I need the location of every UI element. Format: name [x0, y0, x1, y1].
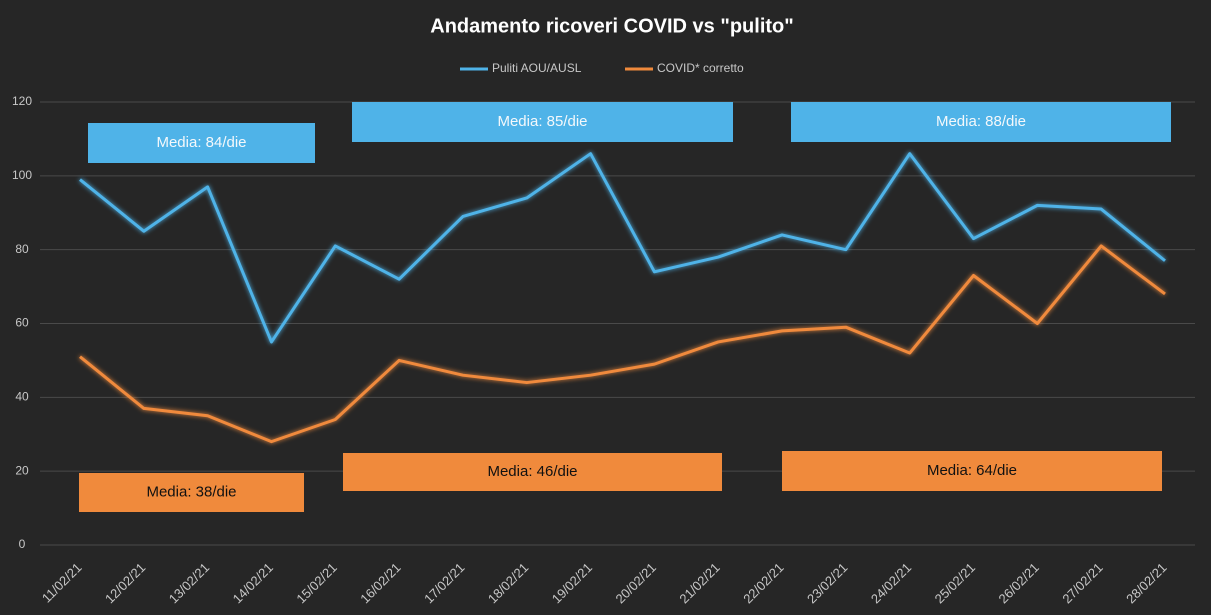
annotation-text: Media: 64/die	[927, 462, 1017, 479]
annotation-text: Media: 88/die	[936, 113, 1026, 130]
annotation-box	[343, 453, 722, 491]
annotation-text: Media: 84/die	[156, 134, 246, 151]
y-tick-label: 0	[19, 537, 26, 551]
series-line	[79, 152, 1166, 344]
chart-title: Andamento ricoveri COVID vs "pulito"	[430, 15, 793, 37]
y-tick-label: 100	[12, 168, 32, 182]
annotation-text: Media: 85/die	[497, 113, 587, 130]
annotation-box	[791, 102, 1171, 142]
annotation-box	[79, 473, 304, 512]
legend-label: COVID* corretto	[657, 61, 744, 75]
annotation-text: Media: 38/die	[146, 483, 236, 500]
series-line	[79, 244, 1166, 444]
y-tick-label: 40	[15, 390, 29, 404]
legend-label: Puliti AOU/AUSL	[492, 61, 582, 75]
y-tick-label: 120	[12, 94, 32, 108]
annotation-box	[352, 102, 733, 142]
annotation-text: Media: 46/die	[487, 463, 577, 480]
y-tick-label: 60	[15, 316, 29, 330]
annotation-box	[782, 451, 1162, 491]
annotation-box	[88, 123, 315, 163]
y-tick-label: 20	[15, 463, 29, 477]
y-tick-label: 80	[15, 242, 29, 256]
